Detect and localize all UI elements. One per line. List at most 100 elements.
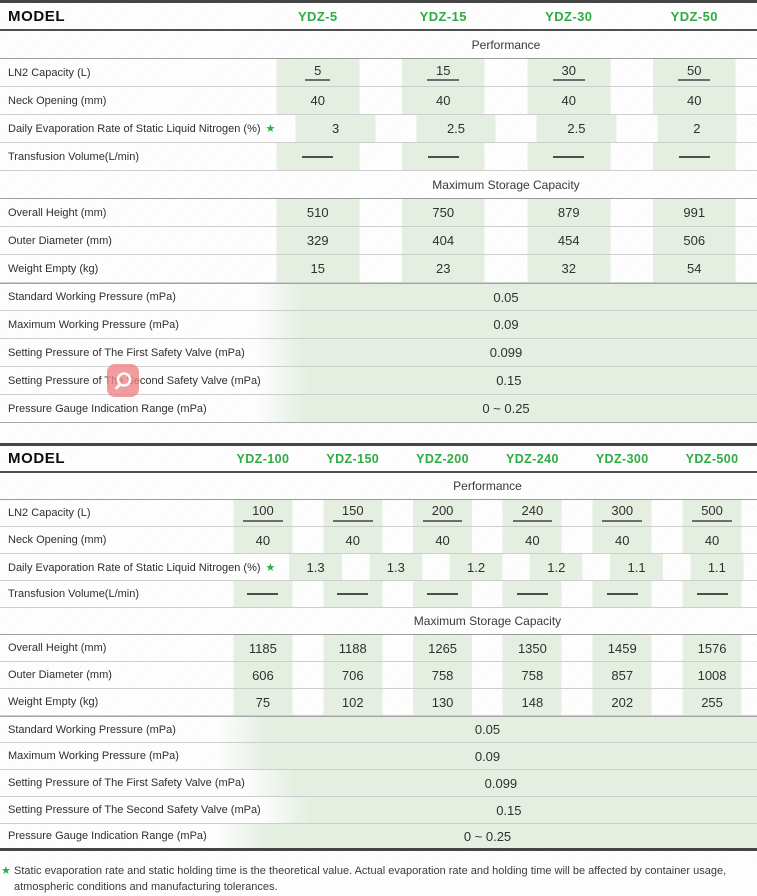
dash-placeholder <box>302 156 333 158</box>
value-cell: 1265 <box>398 635 488 661</box>
value-cell: 1.2 <box>516 554 596 580</box>
model-name: YDZ-500 <box>667 446 757 471</box>
span-value: 0.099 <box>245 770 757 796</box>
value-cell: 150 <box>308 500 398 526</box>
value-cell: 5 <box>255 59 381 86</box>
value-cell: 1.1 <box>677 554 757 580</box>
section-title: Maximum Storage Capacity <box>255 178 757 192</box>
magnifier-cursor-icon <box>107 364 139 397</box>
value-cell: 15 <box>381 59 507 86</box>
row-label: Outer Diameter (mm) <box>0 669 218 681</box>
model-column-label: MODEL <box>0 8 255 25</box>
star-icon: ★ <box>266 123 276 135</box>
value-cell: 255 <box>667 689 757 715</box>
section-title: Performance <box>218 479 757 493</box>
value-cell: 857 <box>577 662 667 688</box>
row-label: Standard Working Pressure (mPa) <box>0 291 255 303</box>
value-cell: 40 <box>632 87 757 114</box>
span-value: 0.09 <box>218 743 757 769</box>
row-label: Daily Evaporation Rate of Static Liquid … <box>0 122 275 135</box>
model-name: YDZ-30 <box>506 3 632 29</box>
value-cell <box>255 143 381 170</box>
section-header-row: Maximum Storage Capacity <box>0 171 757 199</box>
value-cell: 1185 <box>218 635 308 661</box>
value-underlined: 500 <box>692 504 732 521</box>
spec-row: Pressure Gauge Indication Range (mPa)0 ~… <box>0 395 757 423</box>
row-label: LN2 Capacity (L) <box>0 507 218 519</box>
spec-row: Pressure Gauge Indication Range (mPa)0 ~… <box>0 824 757 851</box>
value-cell: 40 <box>218 527 308 553</box>
row-label: LN2 Capacity (L) <box>0 67 255 79</box>
value-cell: 506 <box>632 227 757 254</box>
dash-placeholder <box>679 156 710 158</box>
dash-placeholder <box>607 593 638 595</box>
value-cell: 23 <box>381 255 507 282</box>
spec-row: Transfusion Volume(L/min) <box>0 143 757 171</box>
model-name: YDZ-150 <box>308 446 398 471</box>
value-cell: 2.5 <box>396 115 516 142</box>
spec-row: Standard Working Pressure (mPa)0.05 <box>0 283 757 311</box>
value-underlined: 15 <box>427 64 459 81</box>
value-underlined: 200 <box>423 504 463 521</box>
row-label: Standard Working Pressure (mPa) <box>0 724 218 736</box>
span-value: 0 ~ 0.25 <box>255 395 757 422</box>
model-name: YDZ-15 <box>381 3 507 29</box>
value-cell: 500 <box>667 500 757 526</box>
value-cell: 879 <box>506 199 632 226</box>
value-cell: 510 <box>255 199 381 226</box>
section-title: Performance <box>255 38 757 52</box>
row-label: Pressure Gauge Indication Range (mPa) <box>0 403 255 415</box>
row-label: Weight Empty (kg) <box>0 696 218 708</box>
value-cell <box>487 581 577 607</box>
spec-row: Transfusion Volume(L/min) <box>0 581 757 608</box>
value-underlined: 240 <box>513 504 553 521</box>
value-cell <box>398 581 488 607</box>
row-label: Outer Diameter (mm) <box>0 235 255 247</box>
star-icon: ★ <box>266 562 276 574</box>
value-cell: 40 <box>506 87 632 114</box>
value-cell: 75 <box>218 689 308 715</box>
footnote-text: Static evaporation rate and static holdi… <box>14 865 726 893</box>
value-cell: 40 <box>255 87 381 114</box>
row-label: Daily Evaporation Rate of Static Liquid … <box>0 561 275 574</box>
value-cell: 148 <box>487 689 577 715</box>
row-label: Overall Height (mm) <box>0 207 255 219</box>
section-header-row: Performance <box>0 473 757 500</box>
dash-placeholder <box>517 593 548 595</box>
model-name: YDZ-5 <box>255 3 381 29</box>
row-label: Setting Pressure of The First Safety Val… <box>0 347 255 359</box>
magnifier-glyph <box>112 370 134 392</box>
value-cell: 240 <box>487 500 577 526</box>
value-cell: 50 <box>632 59 757 86</box>
dash-placeholder <box>428 156 459 158</box>
value-cell <box>577 581 667 607</box>
dash-placeholder <box>427 593 458 595</box>
footnote: ★ Static evaporation rate and static hol… <box>0 864 757 896</box>
value-cell: 758 <box>487 662 577 688</box>
value-cell: 54 <box>632 255 757 282</box>
value-underlined: 5 <box>305 64 330 81</box>
row-label: Transfusion Volume(L/min) <box>0 151 255 163</box>
span-value: 0.15 <box>261 797 757 823</box>
value-cell: 40 <box>667 527 757 553</box>
span-value: 0.09 <box>255 311 757 338</box>
dash-placeholder <box>247 593 278 595</box>
spec-row: Setting Pressure of The First Safety Val… <box>0 339 757 367</box>
row-label: Pressure Gauge Indication Range (mPa) <box>0 830 218 842</box>
value-cell: 1.2 <box>436 554 516 580</box>
spec-row: Daily Evaporation Rate of Static Liquid … <box>0 115 757 143</box>
spec-row: Daily Evaporation Rate of Static Liquid … <box>0 554 757 581</box>
value-cell: 102 <box>308 689 398 715</box>
value-cell: 40 <box>381 87 507 114</box>
